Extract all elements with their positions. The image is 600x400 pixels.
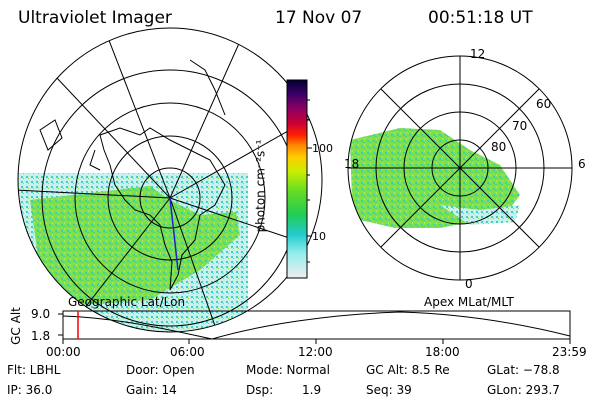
info-seq: Seq: 39 — [366, 383, 412, 397]
time-label: 00:51:18 UT — [428, 8, 533, 28]
info-dsp-value: 1.9 — [302, 383, 322, 397]
colorbar-tick-10: 10 — [312, 230, 326, 243]
info-ip: IP: 36.0 — [7, 383, 53, 397]
colorbar-tick-100: 100 — [312, 142, 333, 155]
mlt-label-12: 12 — [470, 47, 486, 61]
info-dsp-label: Dsp: — [246, 383, 274, 397]
info-glat: GLat: −78.8 — [487, 363, 560, 377]
info-glon: GLon: 293.7 — [487, 383, 560, 397]
left-aurora-green — [30, 186, 240, 305]
peninsula-coast — [89, 149, 101, 171]
continent-coast — [189, 59, 226, 116]
altitude-ticks — [58, 313, 571, 344]
colorbar — [286, 79, 308, 279]
mlat-label-60: 60 — [536, 97, 552, 111]
colorbar-ticks — [307, 99, 312, 263]
noon-meridian — [169, 197, 179, 271]
altitude-xtick-0600: 06:00 — [170, 345, 205, 359]
info-filter: Flt: LBHL — [7, 363, 61, 377]
left-panel-label: Geographic Lat/Lon — [68, 295, 186, 309]
mlt-label-18: 18 — [344, 157, 360, 171]
altitude-xtick-0000: 00:00 — [46, 345, 81, 359]
right-grid — [347, 55, 573, 281]
altitude-ylabel: GC Alt — [8, 307, 23, 345]
left-lat-grid — [41, 69, 299, 327]
altitude-xtick-1200: 12:00 — [298, 345, 333, 359]
altitude-curve — [62, 311, 571, 340]
info-gc-alt: GC Alt: 8.5 Re — [366, 363, 450, 377]
info-door: Door: Open — [126, 363, 195, 377]
mlat-label-70: 70 — [512, 119, 528, 133]
mlt-label-0: 0 — [465, 277, 473, 291]
left-boundary — [17, 27, 323, 333]
mlat-label-80: 80 — [491, 140, 507, 154]
mlt-label-6: 6 — [578, 157, 586, 171]
altitude-xtick-1800: 18:00 — [425, 345, 460, 359]
info-mode: Mode: Normal — [246, 363, 330, 377]
instrument-title: Ultraviolet Imager — [18, 8, 172, 28]
altitude-ytick-1-8: 1.8 — [31, 329, 51, 343]
altitude-xtick-2359: 23:59 — [552, 345, 587, 359]
right-panel-label: Apex MLat/MLT — [424, 295, 514, 309]
left-map — [18, 29, 322, 332]
island-coast — [39, 119, 63, 151]
date-label: 17 Nov 07 — [275, 8, 363, 28]
right-aurora-green — [350, 128, 520, 228]
colorbar-unit-label: photon cm⁻²s⁻¹ — [253, 139, 268, 233]
antarctica-coast — [99, 127, 226, 291]
info-gain: Gain: 14 — [126, 383, 177, 397]
altitude-ytick-9: 9.0 — [31, 307, 51, 321]
